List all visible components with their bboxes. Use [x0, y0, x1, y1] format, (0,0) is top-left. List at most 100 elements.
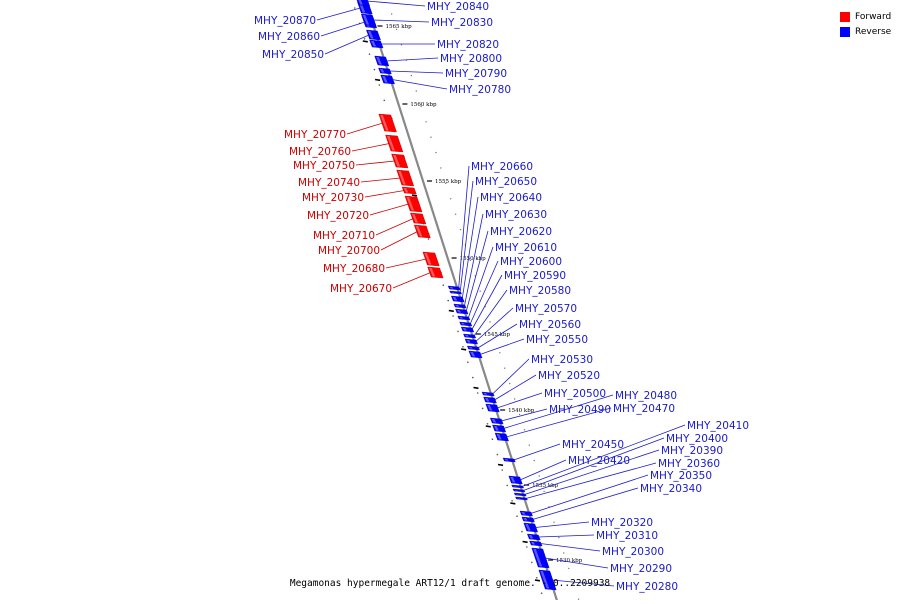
gene-label[interactable]: MHY_20280 — [616, 581, 678, 593]
gene-feature[interactable] — [483, 396, 497, 404]
gene-feature[interactable] — [466, 345, 480, 351]
gene-feature[interactable] — [515, 496, 528, 501]
gene-feature[interactable] — [380, 74, 395, 85]
gene-feature[interactable] — [453, 303, 467, 309]
gene-feature[interactable] — [422, 251, 440, 267]
gene-label[interactable]: MHY_20780 — [449, 84, 511, 96]
gene-feature[interactable] — [457, 315, 471, 321]
gene-feature[interactable] — [396, 169, 415, 187]
gene-label[interactable]: MHY_20570 — [515, 303, 577, 315]
gene-feature[interactable] — [360, 13, 377, 27]
gene-label[interactable]: MHY_20320 — [591, 517, 653, 529]
gene-label[interactable]: MHY_20390 — [661, 445, 723, 457]
gene-label[interactable]: MHY_20740 — [298, 177, 360, 189]
gene-label[interactable]: MHY_20860 — [258, 31, 320, 43]
gene-feature[interactable] — [410, 212, 427, 225]
gene-label[interactable]: MHY_20630 — [485, 209, 547, 221]
gene-feature[interactable] — [523, 522, 538, 533]
gene-feature[interactable] — [459, 321, 473, 327]
gene-feature[interactable] — [494, 432, 509, 442]
gene-label[interactable]: MHY_20600 — [500, 256, 562, 268]
gene-feature[interactable] — [485, 403, 500, 413]
gene-feature[interactable] — [538, 569, 557, 591]
gene-label[interactable]: MHY_20770 — [284, 129, 346, 141]
gene-feature[interactable] — [519, 510, 533, 517]
gene-label[interactable]: MHY_20500 — [544, 388, 606, 400]
gene-feature[interactable] — [460, 326, 475, 333]
gene-label[interactable]: MHY_20530 — [531, 354, 593, 366]
gene-label[interactable]: MHY_20610 — [495, 242, 557, 254]
gene-feature[interactable] — [413, 224, 431, 239]
gene-feature[interactable] — [527, 533, 541, 541]
gene-label[interactable]: MHY_20760 — [289, 146, 351, 158]
gene-feature[interactable] — [512, 488, 526, 493]
gene-leader-line — [513, 443, 561, 461]
gene-feature[interactable] — [529, 540, 543, 547]
gene-label[interactable]: MHY_20400 — [666, 433, 728, 445]
gene-label[interactable]: MHY_20870 — [254, 15, 316, 27]
gene-label[interactable]: MHY_20750 — [293, 160, 355, 172]
gene-feature[interactable] — [502, 457, 516, 463]
gene-feature[interactable] — [455, 308, 469, 315]
gene-feature[interactable] — [511, 484, 524, 489]
gene-label[interactable]: MHY_20800 — [440, 53, 502, 65]
gene-feature[interactable] — [521, 516, 535, 523]
gene-label[interactable]: MHY_20480 — [615, 390, 677, 402]
gene-feature[interactable] — [378, 67, 392, 75]
gene-label[interactable]: MHY_20490 — [549, 404, 611, 416]
gene-feature[interactable] — [369, 39, 384, 49]
gene-label[interactable]: MHY_20650 — [475, 176, 537, 188]
gene-label[interactable]: MHY_20350 — [650, 470, 712, 482]
gene-feature[interactable] — [508, 475, 523, 485]
gene-label[interactable]: MHY_20470 — [613, 403, 675, 415]
gene-label[interactable]: MHY_20590 — [504, 270, 566, 282]
gene-feature[interactable] — [356, 0, 371, 7]
gene-feature[interactable] — [531, 547, 550, 569]
gene-label[interactable]: MHY_20560 — [519, 319, 581, 331]
gene-label[interactable]: MHY_20700 — [318, 245, 380, 257]
minor-tick — [521, 530, 523, 533]
gene-feature[interactable] — [391, 153, 409, 169]
gene-label[interactable]: MHY_20580 — [509, 285, 571, 297]
gene-label[interactable]: MHY_20830 — [431, 17, 493, 29]
gene-label[interactable]: MHY_20550 — [526, 334, 588, 346]
gene-feature-shine — [515, 494, 520, 495]
gene-feature[interactable] — [492, 424, 507, 433]
gene-label[interactable]: MHY_20850 — [262, 49, 324, 61]
gene-feature[interactable] — [449, 290, 463, 295]
gene-label[interactable]: MHY_20660 — [471, 161, 533, 173]
minor-tick — [435, 151, 437, 154]
gene-label[interactable]: MHY_20310 — [596, 530, 658, 542]
gene-label[interactable]: MHY_20300 — [602, 546, 664, 558]
gene-label[interactable]: MHY_20340 — [640, 483, 702, 495]
gene-label[interactable]: MHY_20790 — [445, 68, 507, 80]
gene-label[interactable]: MHY_20680 — [323, 263, 385, 275]
gene-feature[interactable] — [385, 134, 404, 153]
gene-label[interactable]: MHY_20290 — [610, 563, 672, 575]
gene-feature[interactable] — [513, 492, 527, 497]
gene-feature[interactable] — [481, 391, 495, 397]
gene-label[interactable]: MHY_20410 — [687, 420, 749, 432]
gene-feature[interactable] — [378, 113, 397, 133]
gene-label[interactable]: MHY_20520 — [538, 370, 600, 382]
gene-feature[interactable] — [468, 350, 483, 359]
gene-feature[interactable] — [463, 333, 477, 339]
gene-feature[interactable] — [489, 417, 504, 425]
gene-feature[interactable] — [464, 338, 478, 345]
gene-label[interactable]: MHY_20670 — [330, 283, 392, 295]
gene-feature[interactable] — [427, 266, 444, 279]
gene-label[interactable]: MHY_20720 — [307, 210, 369, 222]
gene-label[interactable]: MHY_20820 — [437, 39, 499, 51]
gene-feature[interactable] — [451, 295, 465, 303]
gene-label[interactable]: MHY_20730 — [302, 192, 364, 204]
gene-label[interactable]: MHY_20420 — [568, 455, 630, 467]
gene-label[interactable]: MHY_20710 — [313, 230, 375, 242]
gene-label[interactable]: MHY_20640 — [480, 192, 542, 204]
gene-label[interactable]: MHY_20360 — [658, 458, 720, 470]
gene-label[interactable]: MHY_20450 — [562, 439, 624, 451]
gene-feature[interactable] — [366, 29, 381, 41]
gene-label[interactable]: MHY_20840 — [427, 1, 489, 13]
gene-feature[interactable] — [404, 195, 423, 213]
gene-feature[interactable] — [374, 55, 390, 67]
gene-label[interactable]: MHY_20620 — [490, 226, 552, 238]
